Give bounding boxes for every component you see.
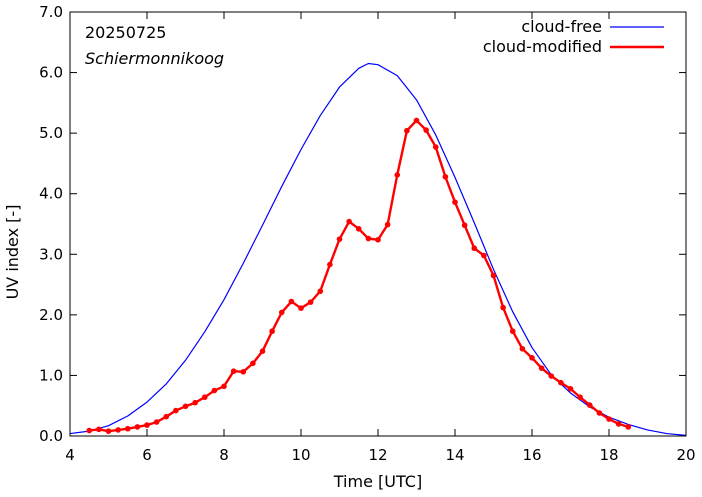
plot-lines (69, 62, 687, 436)
data-point-cloud-modified (173, 407, 179, 414)
x-tick-label: 12 (368, 446, 387, 464)
data-point-cloud-modified (288, 298, 295, 305)
location-annotation: Schiermonnikoog (85, 49, 224, 68)
series-line-cloud-free (69, 62, 687, 436)
axis-ticks (69, 11, 687, 437)
data-point-cloud-modified (384, 221, 391, 228)
data-point-cloud-modified (519, 345, 526, 352)
y-tick-labels: 0.0 1.0 2.0 3.0 4.0 5.0 6.0 7.0 (39, 3, 63, 445)
data-point-cloud-modified (558, 379, 564, 386)
data-point-cloud-modified (432, 144, 439, 150)
plot-frame (69, 11, 687, 437)
y-tick-label: 1.0 (39, 366, 63, 384)
data-point-cloud-modified (105, 428, 112, 434)
x-tick-label: 16 (522, 446, 541, 464)
data-point-cloud-modified (404, 127, 410, 134)
data-point-cloud-modified (192, 399, 198, 406)
data-point-cloud-modified (500, 304, 506, 311)
date-annotation: 20250725 (85, 23, 166, 42)
x-tick-label: 18 (599, 446, 618, 464)
data-point-cloud-modified (615, 421, 622, 427)
data-point-cloud-modified (269, 328, 275, 335)
x-axis-label: Time [UTC] (333, 472, 422, 491)
data-point-cloud-modified (250, 360, 256, 367)
data-point-cloud-modified (144, 422, 150, 428)
y-tick-label: 3.0 (39, 245, 63, 263)
data-point-cloud-modified (596, 410, 603, 416)
data-point-cloud-modified (182, 403, 189, 410)
y-tick-label: 7.0 (39, 3, 63, 21)
data-point-cloud-modified (375, 236, 381, 243)
x-tick-labels: 4 6 8 10 12 14 16 18 20 (65, 446, 695, 464)
data-point-cloud-modified (577, 394, 583, 401)
data-point-cloud-modified (221, 383, 227, 390)
data-point-cloud-modified (230, 368, 237, 374)
x-tick-label: 14 (445, 446, 464, 464)
y-tick-label: 5.0 (39, 124, 63, 142)
data-point-cloud-modified (346, 218, 352, 225)
data-point-cloud-modified (307, 299, 314, 305)
data-point-cloud-modified (153, 419, 160, 425)
x-tick-label: 4 (65, 446, 75, 464)
data-point-cloud-modified (211, 387, 218, 394)
data-point-cloud-modified (86, 427, 93, 434)
data-point-cloud-modified (298, 305, 304, 311)
data-point-cloud-modified (538, 365, 545, 371)
y-tick-label: 2.0 (39, 306, 63, 324)
data-point-cloud-modified (442, 173, 449, 180)
data-point-cloud-modified (461, 222, 468, 229)
data-point-cloud-modified (317, 288, 324, 295)
data-point-cloud-modified (423, 127, 429, 133)
x-tick-label: 6 (142, 446, 152, 464)
y-tick-label: 6.0 (39, 64, 63, 82)
legend: cloud-free cloud-modified (483, 17, 664, 56)
data-point-cloud-modified (413, 117, 420, 124)
x-tick-label: 20 (676, 446, 695, 464)
data-point-cloud-modified (259, 348, 266, 355)
x-tick-label: 10 (291, 446, 310, 464)
data-point-cloud-modified (96, 426, 102, 433)
data-point-cloud-modified (586, 402, 593, 408)
data-point-cloud-modified (625, 424, 632, 430)
data-point-cloud-modified (490, 272, 497, 279)
data-point-cloud-modified (365, 235, 372, 242)
data-point-cloud-modified (529, 355, 535, 361)
y-tick-label: 0.0 (39, 427, 63, 445)
legend-label-cloud-modified: cloud-modified (483, 37, 602, 56)
data-point-cloud-modified (124, 425, 131, 432)
data-point-cloud-modified (394, 172, 401, 178)
data-point-cloud-modified (115, 427, 121, 433)
data-point-cloud-modified (278, 309, 285, 316)
data-point-cloud-modified (240, 368, 247, 375)
data-point-cloud-modified (567, 385, 574, 392)
data-point-cloud-modified (134, 424, 141, 430)
y-tick-label: 4.0 (39, 185, 63, 203)
data-point-cloud-modified (452, 199, 458, 205)
data-point-cloud-modified (163, 413, 170, 420)
data-point-cloud-modified (327, 261, 333, 268)
data-point-cloud-modified (548, 373, 555, 379)
data-point-cloud-modified (471, 245, 478, 252)
data-point-cloud-modified (201, 394, 208, 401)
legend-label-cloud-free: cloud-free (521, 17, 602, 36)
data-point-cloud-modified (336, 236, 343, 242)
data-point-cloud-modified (509, 328, 516, 335)
data-point-cloud-modified (355, 226, 362, 232)
data-point-cloud-modified (481, 252, 487, 259)
y-axis-label: UV index [-] (3, 205, 22, 300)
data-point-cloud-modified (606, 416, 612, 422)
series-line-cloud-modified (89, 119, 629, 433)
x-tick-label: 8 (219, 446, 229, 464)
